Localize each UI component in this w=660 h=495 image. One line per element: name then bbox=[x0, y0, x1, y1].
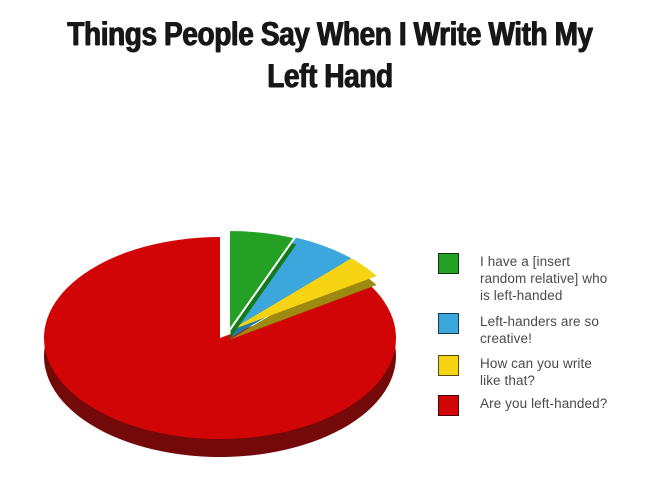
legend-item-so-creative: Left-handers are so creative! bbox=[438, 313, 599, 347]
chart-title: Things People Say When I Write With My L… bbox=[0, 13, 660, 97]
legend-item-how-write: How can you write like that? bbox=[438, 355, 592, 389]
legend-swatch-yellow bbox=[438, 355, 459, 376]
legend-label: How can you write like that? bbox=[480, 356, 592, 388]
pie-slice-yellow bbox=[229, 258, 377, 331]
chart-title-line-1: Things People Say When I Write With My bbox=[67, 15, 593, 52]
legend-label: Left-handers are so creative! bbox=[480, 314, 599, 346]
legend-label: Are you left-handed? bbox=[480, 396, 608, 411]
legend-swatch-red bbox=[438, 395, 459, 416]
pie-slice-blue bbox=[229, 237, 352, 331]
legend-swatch-blue bbox=[438, 313, 459, 334]
legend-item-insert-relative: I have a [insert random relative] who is… bbox=[438, 253, 607, 304]
pie-slice-red bbox=[43, 237, 396, 439]
legend-swatch-green bbox=[438, 253, 459, 274]
legend-item-are-you-lefthanded: Are you left-handed? bbox=[438, 395, 607, 416]
legend-label: I have a [insert random relative] who is… bbox=[480, 254, 608, 303]
pie-slice-green bbox=[228, 229, 296, 332]
chart-title-line-2: Left Hand bbox=[267, 57, 393, 94]
